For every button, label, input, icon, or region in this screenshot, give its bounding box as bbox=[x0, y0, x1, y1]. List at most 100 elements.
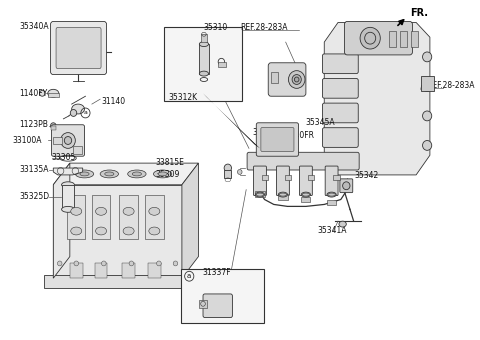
Ellipse shape bbox=[327, 192, 336, 197]
Bar bbox=[120, 194, 138, 239]
Polygon shape bbox=[53, 163, 198, 185]
Bar bbox=[48, 93, 59, 97]
Ellipse shape bbox=[294, 77, 299, 82]
Bar bbox=[199, 300, 207, 308]
Ellipse shape bbox=[278, 192, 288, 197]
FancyBboxPatch shape bbox=[323, 103, 358, 123]
FancyBboxPatch shape bbox=[340, 179, 353, 193]
Ellipse shape bbox=[238, 170, 242, 174]
Ellipse shape bbox=[343, 182, 350, 190]
Ellipse shape bbox=[123, 227, 134, 235]
Ellipse shape bbox=[422, 140, 432, 150]
Ellipse shape bbox=[132, 172, 142, 176]
FancyBboxPatch shape bbox=[325, 166, 338, 195]
FancyBboxPatch shape bbox=[253, 166, 266, 195]
Text: 35309: 35309 bbox=[155, 170, 180, 180]
Text: a: a bbox=[187, 273, 192, 279]
Text: 35340C: 35340C bbox=[252, 128, 282, 137]
Ellipse shape bbox=[288, 71, 305, 88]
FancyBboxPatch shape bbox=[50, 21, 107, 74]
Text: 35341A: 35341A bbox=[317, 226, 347, 236]
Text: 31140: 31140 bbox=[101, 97, 125, 106]
Ellipse shape bbox=[58, 261, 62, 266]
Ellipse shape bbox=[48, 89, 59, 97]
Bar bbox=[181, 269, 264, 323]
Ellipse shape bbox=[60, 133, 75, 148]
Bar bbox=[301, 197, 311, 202]
Bar bbox=[255, 191, 264, 197]
Bar bbox=[410, 31, 418, 47]
Bar bbox=[420, 75, 433, 91]
Bar bbox=[334, 175, 340, 180]
Ellipse shape bbox=[224, 164, 231, 172]
Text: a: a bbox=[84, 110, 87, 116]
Ellipse shape bbox=[105, 172, 114, 176]
Bar bbox=[285, 175, 291, 180]
Ellipse shape bbox=[75, 170, 94, 178]
Text: 35310: 35310 bbox=[203, 23, 227, 32]
Ellipse shape bbox=[96, 227, 107, 235]
Ellipse shape bbox=[422, 82, 432, 91]
Ellipse shape bbox=[156, 261, 161, 266]
FancyBboxPatch shape bbox=[56, 27, 101, 69]
Text: REF.28-283A: REF.28-283A bbox=[240, 23, 287, 32]
FancyBboxPatch shape bbox=[300, 166, 312, 195]
Ellipse shape bbox=[50, 123, 56, 129]
Text: FR.: FR. bbox=[410, 7, 428, 18]
Text: 1123PB: 1123PB bbox=[19, 120, 48, 129]
Bar bbox=[148, 264, 161, 278]
Bar bbox=[164, 27, 241, 101]
Bar bbox=[389, 31, 396, 47]
Bar bbox=[199, 44, 208, 73]
Bar bbox=[224, 170, 231, 178]
Polygon shape bbox=[324, 22, 430, 175]
Ellipse shape bbox=[129, 261, 133, 266]
FancyBboxPatch shape bbox=[268, 63, 306, 96]
Text: REF.28-283A: REF.28-283A bbox=[427, 81, 475, 90]
Ellipse shape bbox=[71, 227, 82, 235]
Ellipse shape bbox=[39, 90, 45, 96]
Ellipse shape bbox=[100, 170, 119, 178]
FancyBboxPatch shape bbox=[276, 166, 289, 195]
Ellipse shape bbox=[301, 192, 311, 197]
Ellipse shape bbox=[71, 207, 82, 215]
Text: 31337F: 31337F bbox=[202, 268, 231, 277]
Bar bbox=[327, 200, 336, 205]
FancyBboxPatch shape bbox=[345, 21, 412, 55]
Ellipse shape bbox=[149, 207, 160, 215]
Ellipse shape bbox=[61, 182, 74, 188]
Ellipse shape bbox=[80, 172, 89, 176]
FancyBboxPatch shape bbox=[323, 128, 358, 147]
Text: 35312K: 35312K bbox=[168, 93, 197, 102]
Text: 1140FY: 1140FY bbox=[19, 89, 48, 98]
Bar bbox=[145, 194, 164, 239]
Bar bbox=[271, 72, 278, 83]
Polygon shape bbox=[53, 185, 182, 278]
Ellipse shape bbox=[96, 207, 107, 215]
Ellipse shape bbox=[128, 170, 146, 178]
FancyBboxPatch shape bbox=[256, 123, 299, 156]
Text: 35340A: 35340A bbox=[19, 22, 49, 31]
FancyBboxPatch shape bbox=[247, 152, 359, 170]
Text: 33100A: 33100A bbox=[12, 136, 41, 145]
Bar bbox=[122, 264, 135, 278]
Ellipse shape bbox=[173, 261, 178, 266]
Ellipse shape bbox=[199, 41, 208, 47]
Ellipse shape bbox=[422, 111, 432, 121]
Polygon shape bbox=[203, 93, 260, 148]
Text: 33305: 33305 bbox=[51, 153, 76, 162]
Ellipse shape bbox=[64, 137, 72, 144]
Bar bbox=[278, 193, 288, 200]
Ellipse shape bbox=[292, 74, 301, 84]
FancyBboxPatch shape bbox=[323, 79, 358, 98]
Bar bbox=[50, 126, 56, 130]
Bar bbox=[95, 264, 108, 278]
Bar bbox=[72, 147, 82, 154]
FancyBboxPatch shape bbox=[203, 294, 232, 318]
Text: 35325D: 35325D bbox=[19, 192, 49, 201]
Ellipse shape bbox=[61, 206, 74, 212]
Bar bbox=[218, 62, 226, 67]
Ellipse shape bbox=[154, 170, 172, 178]
Bar bbox=[92, 194, 110, 239]
Ellipse shape bbox=[360, 27, 380, 49]
